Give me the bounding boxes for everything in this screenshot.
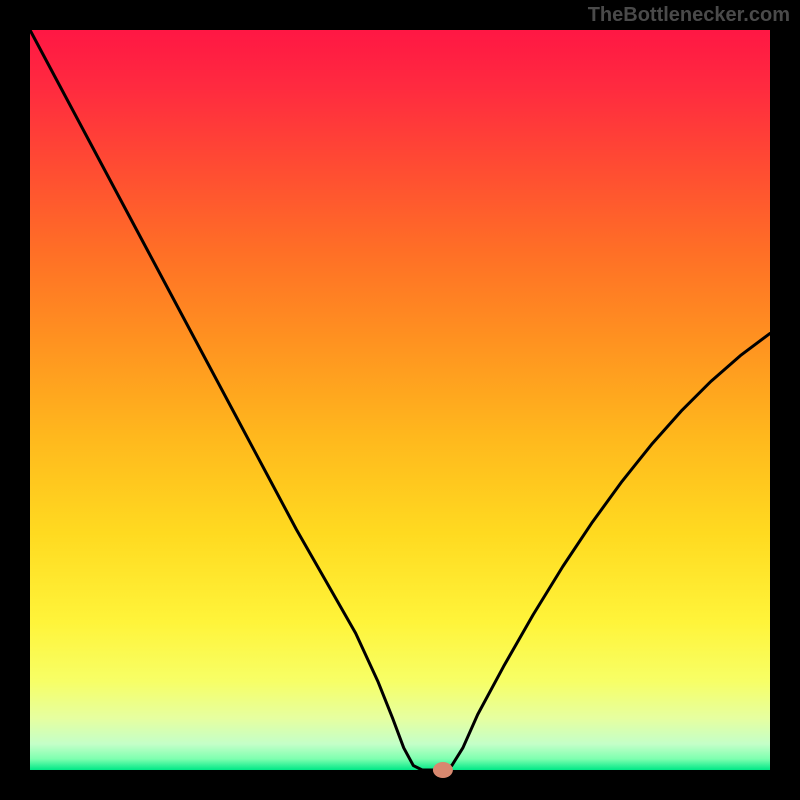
bottleneck-chart (0, 0, 800, 800)
watermark-text: TheBottlenecker.com (588, 4, 790, 27)
plot-background-gradient (30, 30, 770, 770)
chart-container: TheBottlenecker.com (0, 0, 800, 800)
optimal-point-marker (433, 762, 453, 778)
